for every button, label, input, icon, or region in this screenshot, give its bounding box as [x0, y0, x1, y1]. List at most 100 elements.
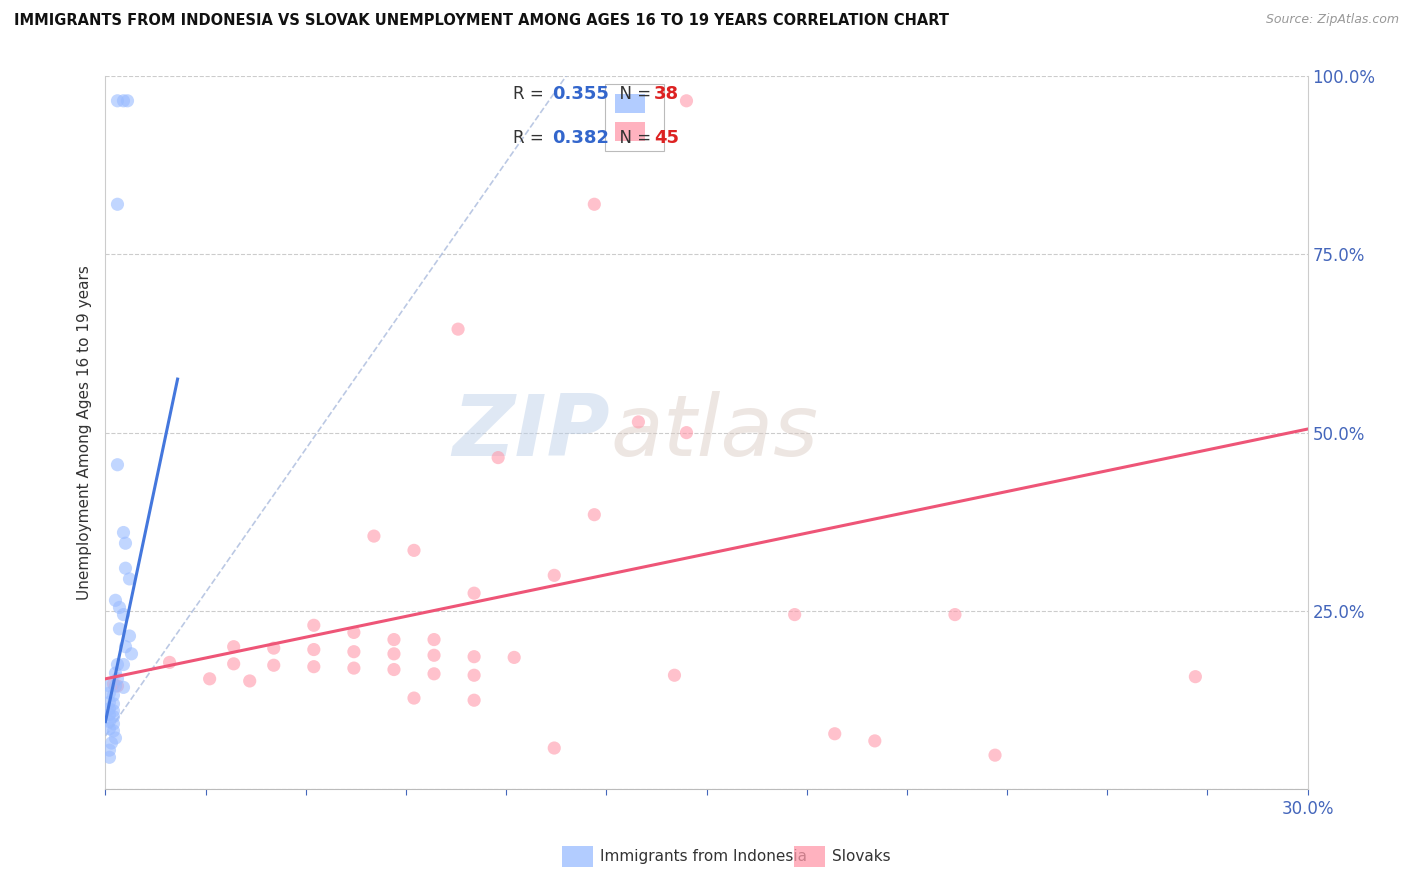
Point	[382, 663, 405, 677]
Point	[98, 679, 121, 693]
Point	[675, 425, 697, 440]
Point	[114, 561, 136, 575]
Point	[103, 677, 125, 691]
Text: Source: ZipAtlas.com: Source: ZipAtlas.com	[1265, 13, 1399, 27]
Text: N =: N =	[609, 129, 657, 147]
Point	[363, 529, 385, 543]
Point	[112, 657, 135, 672]
Point	[664, 668, 686, 682]
Point	[402, 543, 425, 558]
Point	[503, 650, 526, 665]
Point	[112, 525, 135, 540]
Point	[943, 607, 966, 622]
Point	[103, 704, 125, 718]
Point	[463, 586, 485, 600]
Point	[222, 640, 245, 654]
Text: 38: 38	[654, 85, 679, 103]
Text: 0.382: 0.382	[553, 129, 610, 147]
Point	[108, 600, 131, 615]
Point	[107, 657, 129, 672]
Point	[783, 607, 806, 622]
Point	[447, 322, 470, 336]
Point	[343, 661, 366, 675]
Point	[98, 743, 121, 757]
Point	[107, 94, 129, 108]
Text: 45: 45	[654, 129, 679, 147]
Point	[543, 741, 565, 756]
Point	[107, 672, 129, 686]
Point	[463, 668, 485, 682]
Point	[543, 568, 565, 582]
Point	[98, 722, 121, 736]
Point	[675, 94, 697, 108]
Point	[118, 629, 141, 643]
Point	[112, 681, 135, 695]
Point	[486, 450, 509, 465]
Text: N =: N =	[609, 85, 657, 103]
Text: 0.355: 0.355	[553, 85, 609, 103]
Point	[343, 645, 366, 659]
Point	[108, 622, 131, 636]
Text: atlas: atlas	[610, 391, 818, 475]
Point	[824, 727, 846, 741]
Point	[423, 666, 446, 681]
Point	[583, 508, 606, 522]
Point	[103, 688, 125, 702]
Point	[112, 607, 135, 622]
Point	[463, 649, 485, 664]
Point	[863, 734, 886, 748]
Point	[302, 659, 325, 673]
Text: IMMIGRANTS FROM INDONESIA VS SLOVAK UNEMPLOYMENT AMONG AGES 16 TO 19 YEARS CORRE: IMMIGRANTS FROM INDONESIA VS SLOVAK UNEM…	[14, 13, 949, 29]
Point	[98, 686, 121, 700]
Point	[114, 536, 136, 550]
Point	[107, 679, 129, 693]
Point	[382, 647, 405, 661]
Point	[402, 691, 425, 706]
Point	[118, 572, 141, 586]
Text: Immigrants from Indonesia: Immigrants from Indonesia	[600, 849, 807, 863]
Point	[104, 731, 127, 745]
Text: R =: R =	[513, 129, 550, 147]
Point	[98, 695, 121, 709]
Point	[104, 679, 127, 693]
Point	[423, 648, 446, 663]
Point	[107, 197, 129, 211]
Text: R =: R =	[513, 85, 550, 103]
Point	[159, 656, 181, 670]
Legend: , : ,	[605, 84, 664, 151]
Point	[100, 736, 122, 750]
Point	[98, 714, 121, 729]
Point	[627, 415, 650, 429]
Point	[114, 640, 136, 654]
Point	[583, 197, 606, 211]
Point	[98, 707, 121, 722]
Point	[98, 750, 121, 764]
Point	[263, 658, 285, 673]
Point	[103, 723, 125, 738]
Point	[984, 748, 1007, 763]
Point	[103, 697, 125, 711]
Point	[112, 94, 135, 108]
Point	[103, 716, 125, 731]
Point	[104, 593, 127, 607]
Point	[103, 709, 125, 723]
Text: Slovaks: Slovaks	[832, 849, 891, 863]
Point	[343, 625, 366, 640]
Point	[302, 642, 325, 657]
Point	[239, 673, 262, 688]
Point	[107, 458, 129, 472]
Point	[382, 632, 405, 647]
Text: ZIP: ZIP	[453, 391, 610, 475]
Point	[121, 647, 143, 661]
Point	[198, 672, 221, 686]
Point	[104, 666, 127, 681]
Point	[263, 641, 285, 656]
Point	[98, 702, 121, 716]
Y-axis label: Unemployment Among Ages 16 to 19 years: Unemployment Among Ages 16 to 19 years	[77, 265, 93, 600]
Point	[302, 618, 325, 632]
Point	[117, 94, 139, 108]
Point	[1184, 670, 1206, 684]
Point	[222, 657, 245, 671]
Point	[423, 632, 446, 647]
Point	[463, 693, 485, 707]
